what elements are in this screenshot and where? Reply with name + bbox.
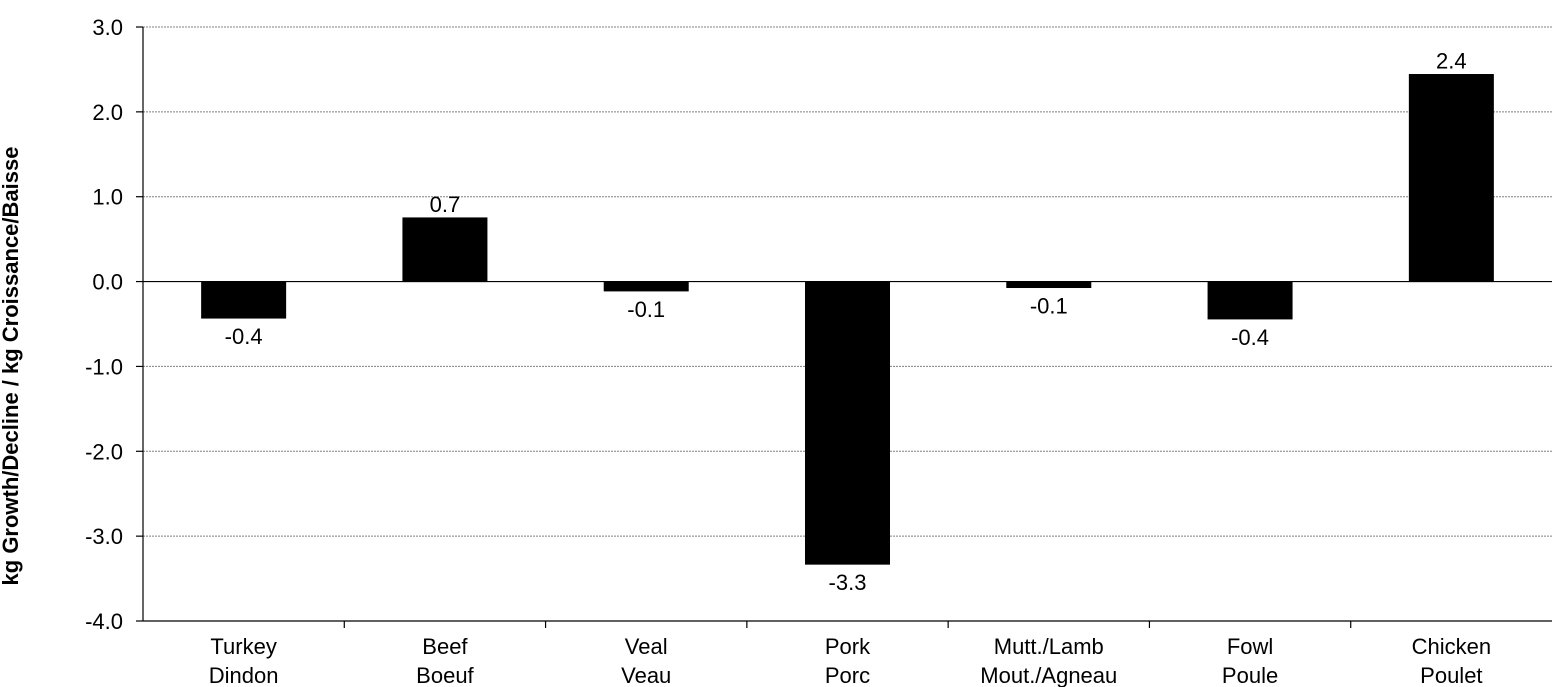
data-label: 2.4 — [1436, 49, 1467, 74]
bar — [1408, 74, 1494, 283]
data-label: -0.4 — [225, 324, 263, 349]
x-category-label-line: Fowl — [1227, 634, 1273, 659]
x-category-label-line: Boeuf — [416, 663, 474, 687]
x-category-label: Mutt./Lamb Mout./Agneau — [980, 634, 1117, 687]
x-category-labels: Turkey Dindon Beef Boeuf Veal Veau Pork Porc Mut… — [209, 634, 1491, 687]
x-category-label: Beef Boeuf — [416, 634, 474, 687]
x-category-label-line: Mutt./Lamb — [994, 634, 1104, 659]
y-tick-label: -4.0 — [85, 609, 123, 634]
y-tick-label: -2.0 — [85, 439, 123, 464]
y-tick-label: -1.0 — [85, 354, 123, 379]
x-category-label: Turkey Dindon — [209, 634, 279, 687]
data-label: 0.7 — [430, 192, 461, 217]
x-category-label-line: Beef — [422, 634, 468, 659]
data-label: -3.3 — [829, 570, 867, 595]
x-category-label: Pork Porc — [825, 634, 871, 687]
y-axis-title: kg Growth/Decline / kg Croissance/Baisse — [0, 147, 23, 586]
bar — [603, 281, 689, 292]
data-labels: -0.4 0.7 -0.1 -3.3 -0.1 -0.4 2.4 — [225, 49, 1467, 596]
x-category-label-line: Chicken — [1412, 634, 1491, 659]
x-category-label-line: Poulet — [1420, 663, 1482, 687]
bar — [1006, 281, 1092, 289]
x-category-label-line: Mout./Agneau — [980, 663, 1117, 687]
y-tick-label: 2.0 — [92, 100, 123, 125]
x-category-label-line: Pork — [825, 634, 871, 659]
x-category-label-line: Porc — [825, 663, 870, 687]
data-label: -0.1 — [627, 297, 665, 322]
y-tick-labels: 3.0 2.0 1.0 0.0 -1.0 -2.0 -3.0 -4.0 — [85, 15, 123, 634]
axes — [136, 26, 1552, 628]
bar — [1207, 281, 1293, 320]
x-category-label-line: Veal — [625, 634, 668, 659]
x-category-label-line: Turkey — [210, 634, 276, 659]
data-label: -0.1 — [1030, 294, 1068, 319]
y-tick-label: 1.0 — [92, 185, 123, 210]
bar — [805, 281, 890, 565]
y-tick-label: 3.0 — [92, 15, 123, 40]
y-tick-label: -3.0 — [85, 524, 123, 549]
y-tick-label: 0.0 — [92, 270, 123, 295]
data-label: -0.4 — [1231, 325, 1269, 350]
gridlines — [143, 26, 1552, 537]
x-category-label: Chicken Poulet — [1412, 634, 1491, 687]
x-category-label: Veal Veau — [621, 634, 671, 687]
bar — [402, 217, 488, 283]
x-category-label-line: Dindon — [209, 663, 279, 687]
bars — [201, 74, 1494, 565]
bar — [201, 281, 287, 319]
x-category-label-line: Veau — [621, 663, 671, 687]
x-category-label: Fowl Poule — [1222, 634, 1278, 687]
x-category-label-line: Poule — [1222, 663, 1278, 687]
